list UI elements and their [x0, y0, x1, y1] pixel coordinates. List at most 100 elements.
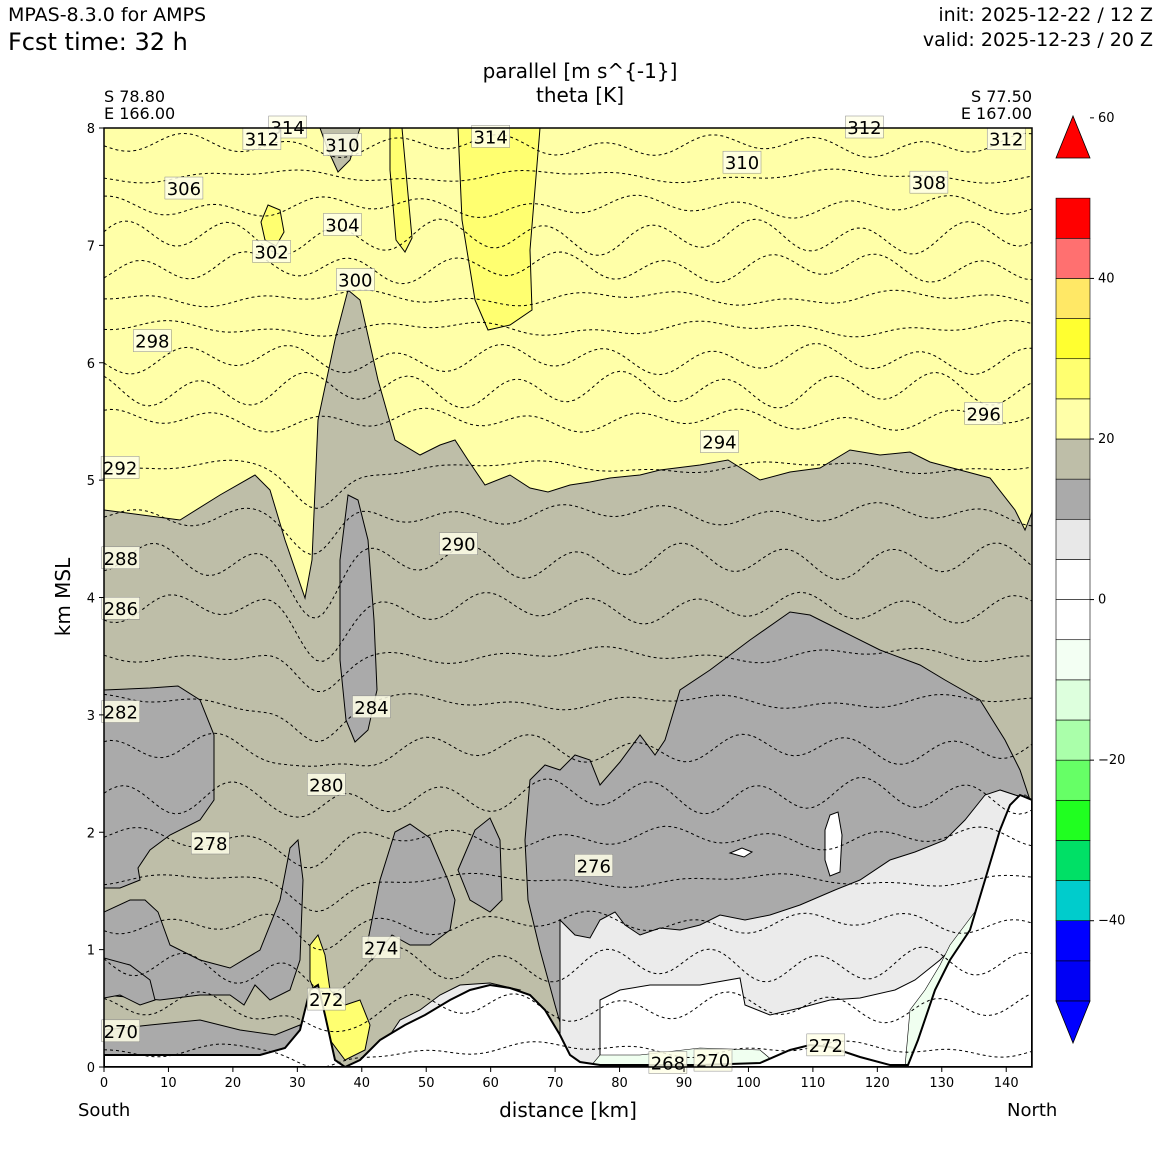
theta-label-text: 286 — [104, 599, 138, 620]
colorbar-tick-label: 40 — [1098, 271, 1115, 286]
y-axis-ticks: 0 1 2 3 4 5 6 7 8 — [87, 122, 104, 1076]
valid-time: valid: 2025-12-23 / 20 Z — [922, 29, 1153, 51]
theta-label-box — [964, 402, 1003, 425]
theta-label-box — [101, 700, 141, 723]
theta-label-text: 288 — [104, 549, 138, 570]
start-latitude: S 78.80 — [104, 87, 166, 106]
dark-gray-region — [104, 685, 215, 889]
dark-gray-region — [104, 838, 304, 1006]
chart-title: parallel [m s^{-1}] — [482, 59, 678, 83]
theta-label-text: 270 — [696, 1051, 730, 1072]
theta-label-text: 280 — [309, 775, 343, 796]
x-tick-label: 120 — [865, 1076, 890, 1091]
theta-label-box — [722, 150, 762, 174]
theta-label-box — [909, 170, 949, 194]
north-label: North — [1007, 1100, 1058, 1121]
theta-label: 290 — [439, 532, 478, 556]
theta-label-box — [471, 125, 510, 148]
theta-label-box — [323, 133, 362, 156]
theta-label: 302 — [252, 240, 291, 263]
colorbar-segment — [1055, 438, 1091, 480]
theta-label-box — [693, 1048, 733, 1072]
theta-label-text: 292 — [103, 458, 137, 479]
y-tick-label: 2 — [87, 826, 95, 841]
theta-label: 278 — [191, 831, 230, 855]
colorbar-segment — [1055, 679, 1091, 721]
theta-contour-line — [104, 946, 1032, 994]
theta-label: 312 — [242, 127, 282, 151]
theta-label-text: 278 — [193, 834, 227, 855]
colorbar-segment — [1055, 318, 1091, 360]
colorbar-segment — [1055, 960, 1091, 1002]
theta-label-box — [101, 546, 141, 570]
start-longitude: E 166.00 — [104, 104, 176, 123]
theta-label: 270 — [693, 1048, 733, 1072]
theta-label-box — [101, 596, 141, 620]
colorbar-segment — [1055, 478, 1091, 520]
theta-label: 296 — [964, 402, 1003, 425]
x-tick-label: 40 — [354, 1076, 371, 1091]
theta-contour-line — [104, 825, 1032, 869]
theta-label-text: 298 — [135, 332, 169, 353]
theta-label-box — [700, 430, 739, 453]
theta-label-text: 304 — [325, 215, 359, 236]
theta-contour-line — [104, 319, 1032, 338]
theta-label-box — [648, 1051, 688, 1074]
theta-label: 310 — [722, 150, 762, 174]
colorbar: 60 40 20 0 −20 −40 — [1055, 111, 1125, 1045]
colorbar-tick-label: −20 — [1098, 753, 1125, 768]
colorbar-segment — [1055, 518, 1091, 560]
south-label: South — [78, 1100, 131, 1121]
theta-label-text: 296 — [966, 404, 1000, 425]
theta-label: 310 — [323, 133, 362, 157]
theta-contour-line — [104, 407, 1032, 433]
colorbar-tick-label: 20 — [1098, 432, 1115, 447]
y-tick-label: 5 — [87, 474, 95, 489]
theta-label-text: 272 — [809, 1036, 843, 1057]
theta-label-text: 270 — [104, 1022, 138, 1043]
init-time: init: 2025-12-22 / 12 Z — [938, 4, 1153, 26]
theta-label: 268 — [648, 1051, 688, 1074]
colorbar-tick-label: −40 — [1098, 914, 1125, 929]
theta-label-text: 294 — [702, 433, 736, 454]
theta-label-text: 312 — [989, 130, 1023, 151]
dark-gray-region — [457, 817, 503, 913]
x-tick-label: 80 — [611, 1076, 628, 1091]
y-tick-label: 4 — [87, 592, 95, 607]
x-tick-label: 10 — [160, 1076, 177, 1091]
theta-label-text: 268 — [651, 1053, 685, 1074]
colorbar-tick-label: 0 — [1098, 593, 1106, 608]
x-tick-label: 70 — [547, 1076, 564, 1091]
colorbar-segment — [1055, 398, 1091, 440]
theta-label: 280 — [307, 773, 346, 796]
theta-label-box — [439, 532, 478, 555]
theta-label: 306 — [164, 176, 204, 200]
theta-label-text: 314 — [473, 127, 507, 148]
theta-label: 312 — [986, 127, 1026, 151]
theta-contour-line — [104, 1040, 1032, 1067]
theta-contour-line — [104, 370, 1032, 409]
theta-label-text: 290 — [441, 535, 475, 556]
y-tick-label: 7 — [87, 239, 95, 254]
colorbar-segment — [1055, 358, 1091, 400]
colorbar-under-arrow — [1055, 1000, 1091, 1045]
x-tick-label: 30 — [289, 1076, 306, 1091]
theta-label-box — [100, 456, 140, 479]
theta-label: 288 — [101, 546, 141, 570]
theta-contour-line — [104, 732, 1032, 767]
model-title: MPAS-8.3.0 for AMPS — [8, 4, 207, 26]
theta-label: 270 — [101, 1019, 141, 1043]
colorbar-segment — [1055, 237, 1091, 279]
theta-contour-line — [104, 591, 1032, 662]
end-longitude: E 167.00 — [960, 104, 1032, 123]
colorbar-over-arrow — [1055, 114, 1091, 159]
x-axis-label: distance [km] — [499, 1098, 637, 1122]
terrain — [104, 793, 1032, 1067]
theta-label-text: 276 — [577, 856, 611, 877]
theta-label: 276 — [574, 854, 614, 877]
theta-label-text: 302 — [254, 242, 288, 263]
colorbar-segment — [1055, 599, 1091, 641]
theta-contour-line — [104, 646, 1032, 693]
